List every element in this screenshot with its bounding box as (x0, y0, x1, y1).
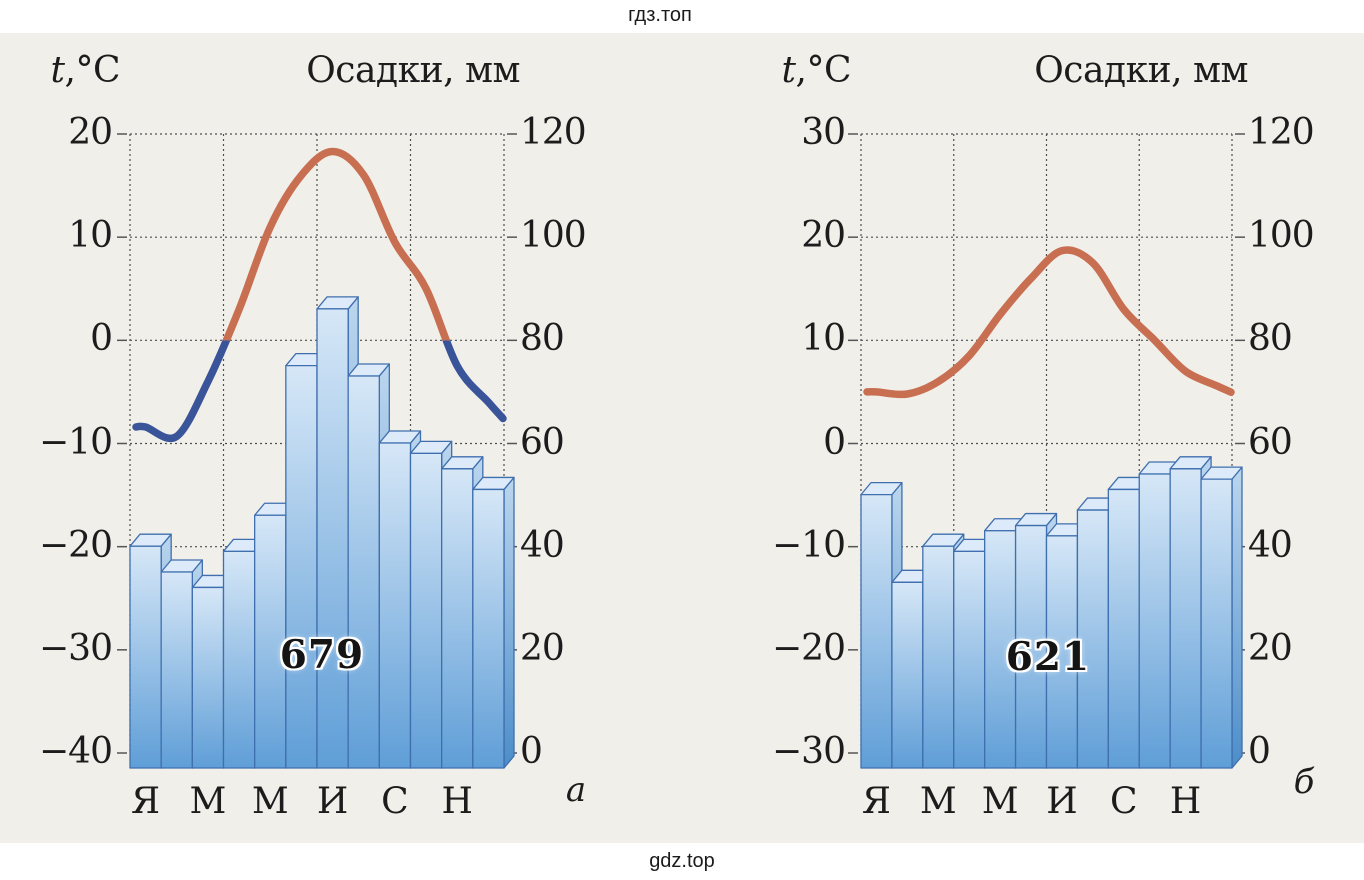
temp-tick-label: −10 (772, 524, 846, 566)
bar-side-face (503, 476, 515, 769)
temp-tick-label: 10 (68, 215, 113, 257)
temp-axis-title-b: t,°C (781, 50, 852, 91)
temperature-curve-below-zero (867, 250, 1231, 395)
month-label: Я (861, 781, 891, 822)
precip-tick-label: 20 (520, 627, 565, 669)
bar-front-face (472, 488, 505, 769)
month-label: Н (441, 781, 473, 822)
month-label: Н (1169, 781, 1202, 822)
bar-front-face (285, 364, 318, 769)
precip-tick-label: 60 (520, 421, 565, 463)
temp-tick-label: −10 (39, 421, 113, 463)
bar-front-face (409, 452, 443, 769)
precip-tick-label: 0 (1248, 730, 1271, 772)
temp-tick-label: 30 (801, 111, 846, 153)
temperature-curve-below-zero (132, 340, 507, 442)
bar-front-face (1169, 468, 1202, 769)
precip-tick-label: 120 (1248, 111, 1315, 153)
precip-bar-а-12 (472, 476, 515, 769)
chart-letter-a: а (565, 770, 587, 810)
bar-front-face (316, 308, 349, 769)
month-label: Я (131, 781, 161, 822)
bar-front-face (441, 468, 474, 769)
precip-tick-label: 60 (1248, 421, 1293, 463)
temp-tick-label: −20 (772, 627, 846, 669)
bar-front-face (191, 586, 225, 769)
month-label: М (189, 781, 227, 822)
month-label: М (251, 781, 289, 822)
bar-front-face (1107, 488, 1140, 769)
precip-tick-label: 80 (1248, 318, 1293, 360)
bar-front-face (860, 493, 893, 769)
bar-front-face (347, 375, 380, 769)
bar-front-face (222, 550, 256, 769)
month-label: М (919, 781, 957, 822)
temp-tick-label: 20 (801, 215, 846, 257)
bar-front-face (1014, 524, 1048, 769)
bar-front-face (1045, 535, 1079, 769)
temp-axis-title-a: t,°C (50, 50, 121, 91)
temp-tick-label: −40 (39, 730, 113, 772)
bar-front-face (160, 571, 193, 769)
chart-letter-b: б (1293, 762, 1315, 802)
month-label: М (981, 781, 1019, 822)
annual-precip-total-b: 621 (1005, 634, 1091, 680)
temp-tick-label: 0 (90, 318, 113, 360)
bar-front-face (922, 545, 955, 769)
precip-tick-label: 100 (520, 215, 587, 257)
bar-front-face (129, 545, 162, 769)
bar-front-face (1076, 509, 1109, 769)
bar-front-face (984, 530, 1017, 769)
temp-tick-label: 10 (801, 318, 846, 360)
precip-tick-label: 0 (520, 730, 543, 772)
bar-front-face (1138, 473, 1171, 769)
precip-tick-label: 100 (1248, 215, 1315, 257)
temperature-curve-above-zero (222, 147, 451, 341)
month-label: И (316, 781, 349, 822)
month-label: С (381, 781, 409, 822)
site-watermark-bottom: gdz.top (649, 850, 715, 872)
temp-tick-label: 20 (68, 111, 113, 153)
month-label: И (1046, 781, 1078, 822)
precip-bar-б-12 (1200, 466, 1243, 769)
temperature-curve-above-zero (863, 246, 1235, 399)
precip-tick-label: 40 (1248, 524, 1293, 566)
precip-tick-label: 20 (1248, 627, 1293, 669)
bar-front-face (378, 442, 412, 769)
temp-tick-label: 0 (823, 421, 846, 463)
temp-tick-label: −30 (39, 627, 113, 669)
annual-precip-total-a: 679 (279, 632, 365, 678)
month-label: С (1110, 781, 1138, 822)
precip-tick-label: 40 (520, 524, 565, 566)
temp-tick-label: −30 (772, 730, 846, 772)
precip-axis-title-a: Осадки, мм (306, 50, 520, 91)
bar-front-face (953, 550, 986, 769)
bar-front-face (1200, 478, 1233, 769)
bar-front-face (891, 581, 924, 769)
site-watermark-top: гдз.топ (628, 4, 692, 26)
precip-tick-label: 80 (520, 318, 565, 360)
precip-tick-label: 120 (520, 111, 587, 153)
precip-axis-title-b: Осадки, мм (1034, 50, 1248, 91)
bar-side-face (1231, 466, 1243, 769)
temp-tick-label: −20 (39, 524, 113, 566)
